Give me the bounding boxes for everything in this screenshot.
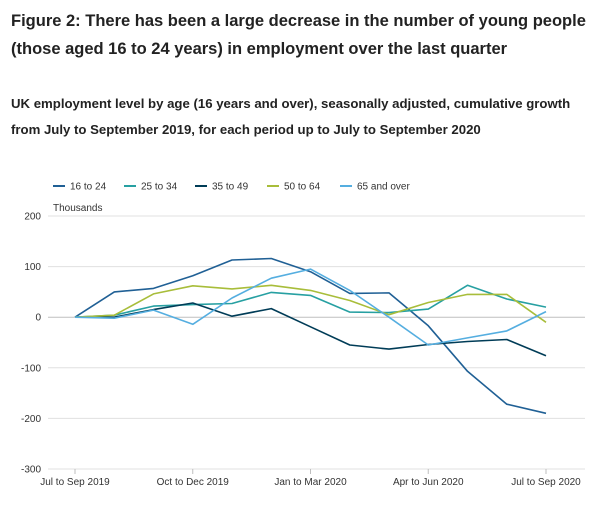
y-tick-label: 0 xyxy=(35,313,41,324)
legend-item: 65 and over xyxy=(340,182,410,193)
legend-label: 50 to 64 xyxy=(284,182,321,193)
legend-item: 35 to 49 xyxy=(195,182,249,193)
chart-gridlines xyxy=(48,215,585,470)
legend-item: 16 to 24 xyxy=(53,182,107,193)
y-axis-ticks: 200 100 0 -100 -200 -300 xyxy=(21,212,41,476)
x-axis-ticks: Jul to Sep 2019 Oct to Dec 2019 Jan to Mar… xyxy=(40,469,581,488)
y-tick-label: 100 xyxy=(24,262,41,273)
y-tick-label: 200 xyxy=(24,212,41,223)
y-axis-unit-label: Thousands xyxy=(53,203,102,214)
chart-series-lines xyxy=(74,257,547,415)
chart-legend: 16 to 24 25 to 34 35 to 49 50 to 64 65 and o… xyxy=(53,182,410,193)
y-tick-label: -200 xyxy=(21,414,41,425)
legend-label: 25 to 34 xyxy=(141,182,178,193)
legend-item: 25 to 34 xyxy=(124,182,178,193)
chart-title: Figure 2: There has been a large decreas… xyxy=(11,12,586,58)
chart-subtitle: UK employment level by age (16 years and… xyxy=(11,96,571,137)
legend-label: 16 to 24 xyxy=(70,182,107,193)
legend-label: 65 and over xyxy=(357,182,410,193)
series-line-35-to-49 xyxy=(75,302,547,357)
y-tick-label: -100 xyxy=(21,363,41,374)
x-tick-label: Apr to Jun 2020 xyxy=(393,477,464,488)
y-tick-label: -300 xyxy=(21,465,41,476)
series-line-65-and-over xyxy=(74,268,547,346)
legend-label: 35 to 49 xyxy=(212,182,249,193)
x-tick-label: Jul to Sep 2020 xyxy=(511,477,581,488)
series-line-16-to-24 xyxy=(74,257,547,415)
legend-item: 50 to 64 xyxy=(267,182,321,193)
series-line-50-to-64 xyxy=(74,284,547,323)
x-tick-label: Jul to Sep 2019 xyxy=(40,477,110,488)
x-tick-label: Oct to Dec 2019 xyxy=(157,477,230,488)
series-line-25-to-34 xyxy=(74,284,547,318)
x-tick-label: Jan to Mar 2020 xyxy=(274,477,347,488)
